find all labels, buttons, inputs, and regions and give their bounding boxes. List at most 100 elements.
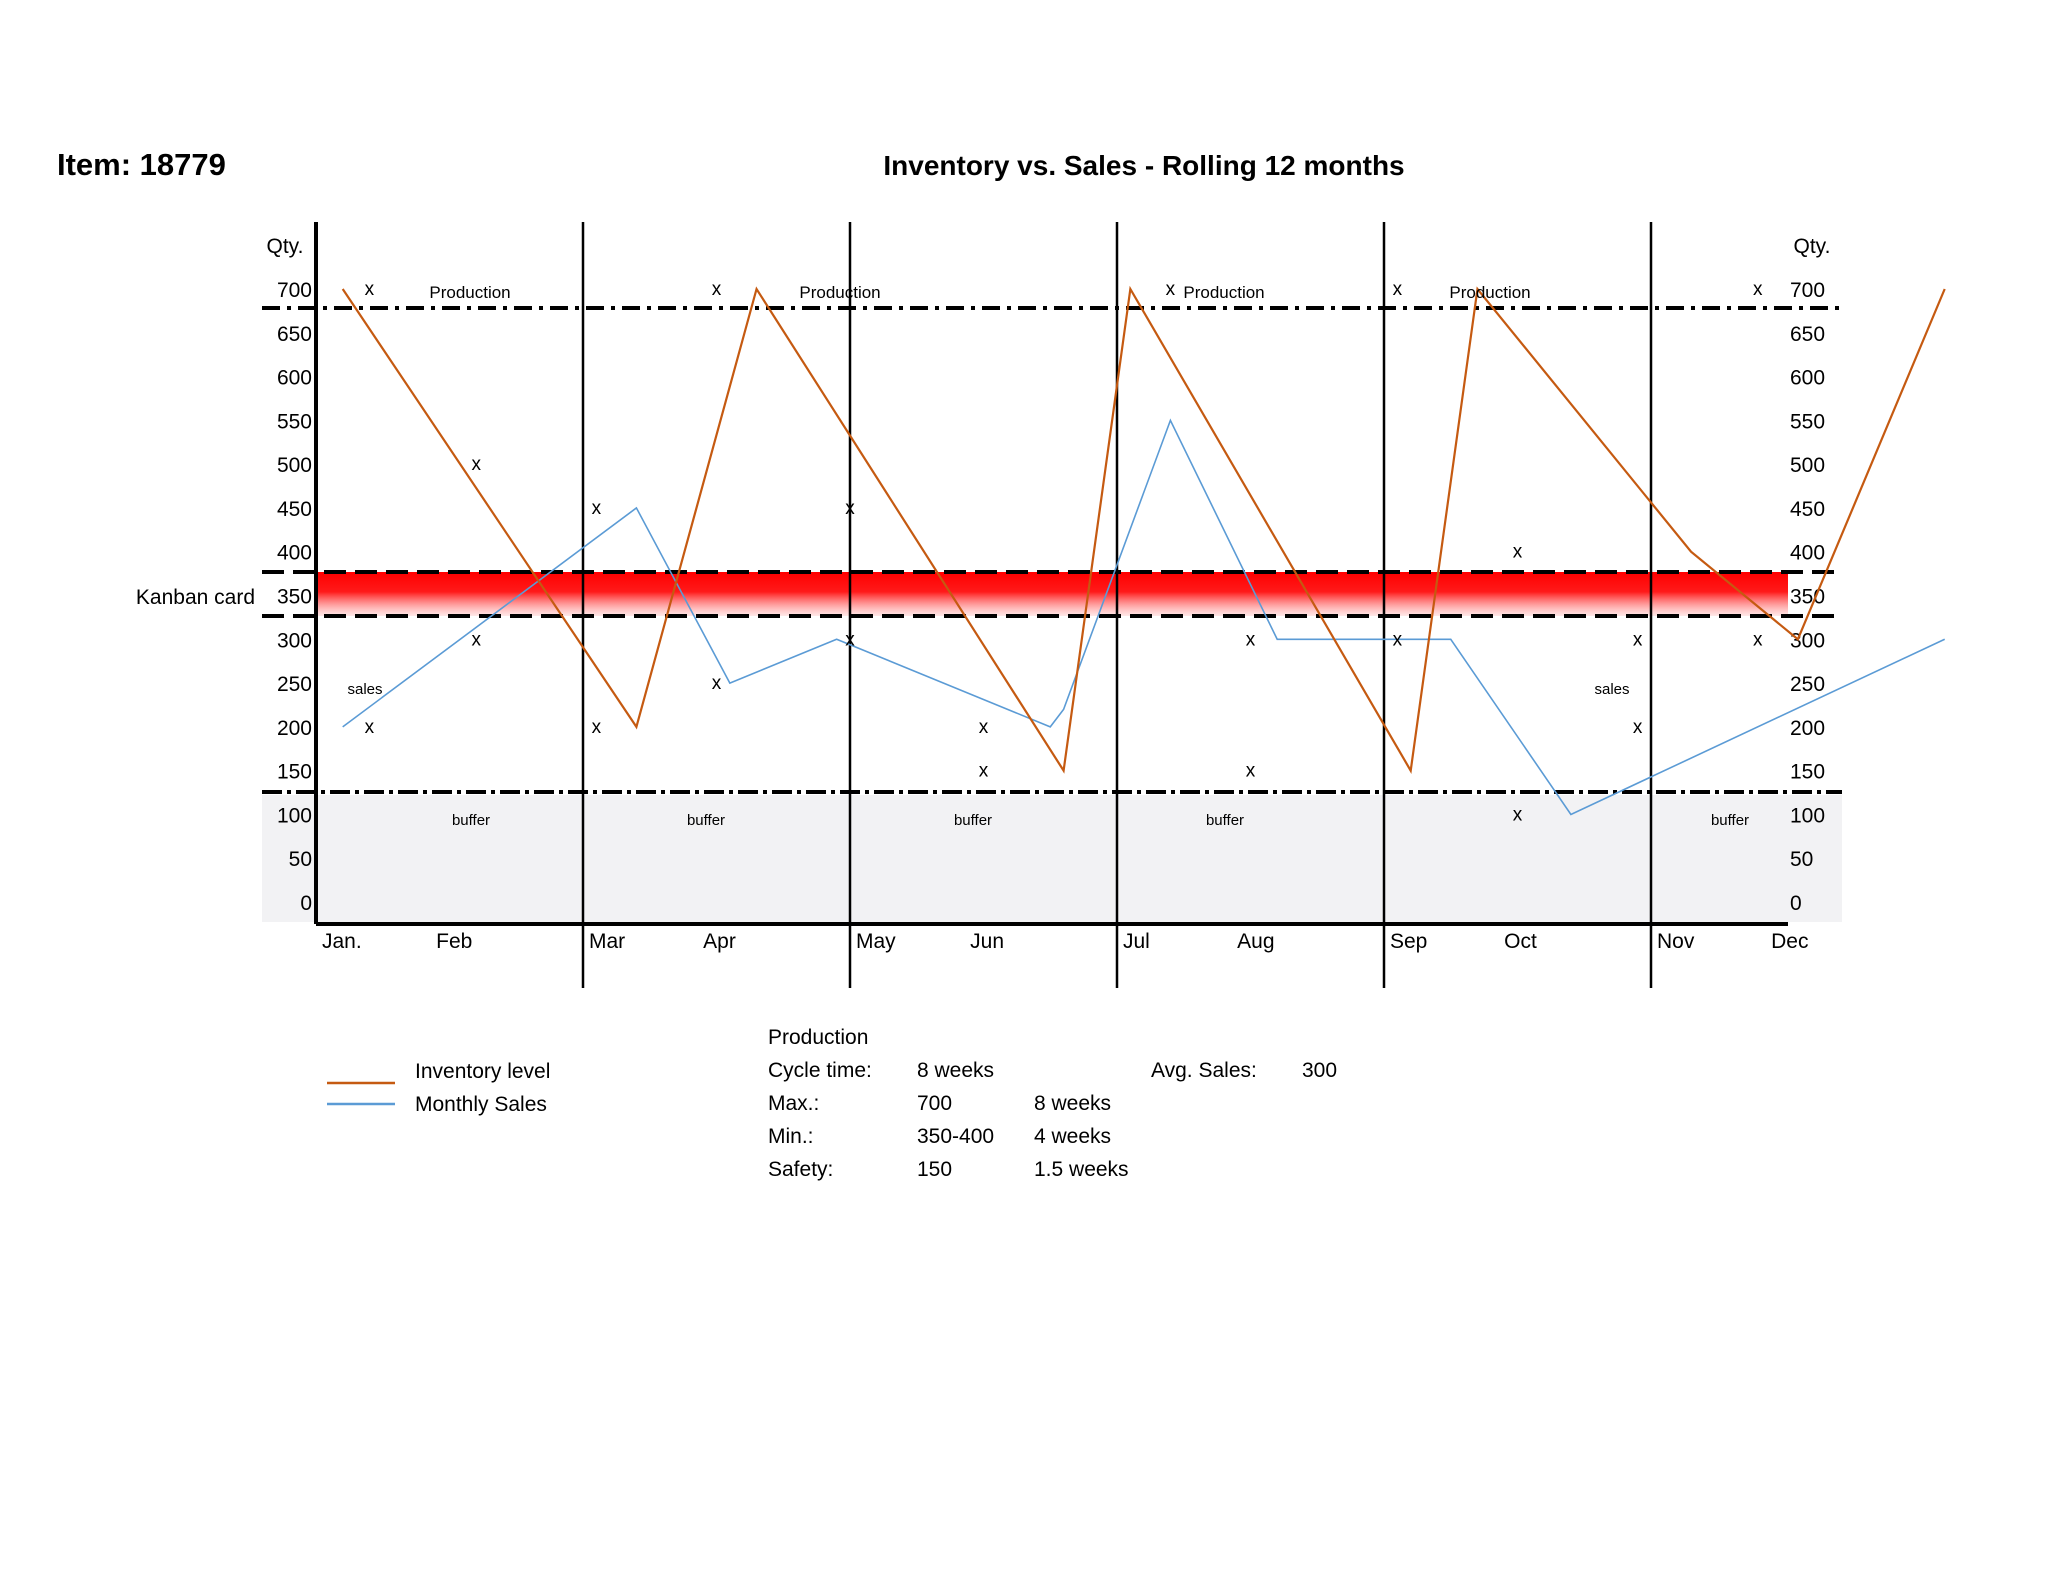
x-marker: x — [845, 629, 855, 650]
y-tick-left: 50 — [289, 848, 312, 871]
info-value-avg-sales: 300 — [1302, 1059, 1337, 1082]
y-axis-label-left: Qty. — [267, 235, 304, 258]
sales-annotation-2: sales — [1594, 681, 1629, 698]
info-value-min: 350-400 — [917, 1125, 994, 1148]
y-tick-right: 200 — [1790, 717, 1825, 740]
monthly-sales-line — [342, 418, 1946, 816]
kanban-card-label: Kanban card — [136, 586, 255, 609]
x-marker: x — [1246, 629, 1256, 650]
y-tick-left: 150 — [277, 761, 312, 784]
x-marker: x — [712, 673, 722, 694]
item-title: Item: 18779 — [57, 147, 226, 182]
y-tick-right: 250 — [1790, 673, 1825, 696]
x-tick: Jan. — [322, 930, 362, 953]
production-annotation-3: Production — [1183, 283, 1264, 302]
info-label-min: Min.: — [768, 1125, 814, 1148]
y-tick-left: 300 — [277, 629, 312, 652]
y-tick-left: 400 — [277, 542, 312, 565]
x-marker: x — [712, 279, 722, 300]
buffer-annotation-4: buffer — [1206, 812, 1244, 829]
x-tick: Jun — [970, 930, 1004, 953]
x-tick: Nov — [1657, 930, 1695, 953]
buffer-zone — [262, 795, 1842, 922]
x-marker: x — [1393, 279, 1403, 300]
kanban-band — [318, 572, 1788, 616]
x-marker: x — [1513, 542, 1523, 563]
y-tick-left: 650 — [277, 323, 312, 346]
production-annotation-4: Production — [1449, 283, 1530, 302]
info-extra-safety: 1.5 weeks — [1034, 1158, 1129, 1181]
x-tick: Aug — [1237, 930, 1274, 953]
x-marker: x — [1513, 804, 1523, 825]
y-tick-left: 550 — [277, 410, 312, 433]
y-tick-right: 500 — [1790, 454, 1825, 477]
x-tick: Sep — [1390, 930, 1427, 953]
info-label-avg-sales: Avg. Sales: — [1151, 1059, 1257, 1082]
y-tick-left: 100 — [277, 804, 312, 827]
info-extra-min: 4 weeks — [1034, 1125, 1111, 1148]
sales-annotation-1: sales — [347, 681, 382, 698]
x-tick: May — [856, 930, 896, 953]
info-heading: Production — [768, 1026, 868, 1049]
legend: Inventory level Monthly Sales — [327, 1060, 550, 1116]
y-tick-right: 100 — [1790, 804, 1825, 827]
y-tick-left: 700 — [277, 279, 312, 302]
info-label-max: Max.: — [768, 1092, 819, 1115]
x-tick: Oct — [1504, 930, 1537, 953]
x-marker: x — [471, 629, 481, 650]
legend-sales-label: Monthly Sales — [415, 1093, 547, 1116]
y-tick-right: 550 — [1790, 410, 1825, 433]
info-extra-max: 8 weeks — [1034, 1092, 1111, 1115]
y-tick-left: 250 — [277, 673, 312, 696]
y-tick-left: 500 — [277, 454, 312, 477]
y-tick-right: 400 — [1790, 542, 1825, 565]
x-marker: x — [1393, 629, 1403, 650]
x-marker: x — [1633, 717, 1643, 738]
x-tick: Jul — [1123, 930, 1150, 953]
inventory-level-line — [341, 285, 1946, 774]
y-tick-right: 350 — [1790, 586, 1825, 609]
x-marker: x — [1633, 629, 1643, 650]
y-tick-left: 350 — [277, 586, 312, 609]
y-tick-left: 600 — [277, 367, 312, 390]
y-tick-right: 150 — [1790, 761, 1825, 784]
y-tick-right: 450 — [1790, 498, 1825, 521]
info-value-max: 700 — [917, 1092, 952, 1115]
buffer-annotations: buffer buffer buffer buffer buffer — [452, 812, 1749, 829]
x-marker: x — [845, 498, 855, 519]
x-marker: x — [1246, 761, 1256, 782]
x-marker: x — [592, 717, 602, 738]
buffer-annotation-5: buffer — [1711, 812, 1749, 829]
y-tick-right: 300 — [1790, 629, 1825, 652]
buffer-annotation-3: buffer — [954, 812, 992, 829]
x-marker: x — [979, 761, 989, 782]
x-marker: x — [592, 498, 602, 519]
sales-annotations: sales sales — [347, 681, 1629, 698]
info-label-cycle-time: Cycle time: — [768, 1059, 872, 1082]
chart-title: Inventory vs. Sales - Rolling 12 months — [883, 150, 1404, 181]
period-dividers — [581, 222, 1653, 988]
x-tick: Apr — [703, 930, 736, 953]
y-tick-right: 0 — [1790, 892, 1802, 915]
x-tick: Mar — [589, 930, 625, 953]
production-annotation-1: Production — [429, 283, 510, 302]
y-tick-right: 650 — [1790, 323, 1825, 346]
info-label-safety: Safety: — [768, 1158, 833, 1181]
x-marker: x — [979, 717, 989, 738]
buffer-annotation-1: buffer — [452, 812, 490, 829]
y-tick-left: 200 — [277, 717, 312, 740]
buffer-annotation-2: buffer — [687, 812, 725, 829]
x-marker: x — [365, 279, 375, 300]
x-marker: x — [1753, 629, 1763, 650]
y-tick-left: 450 — [277, 498, 312, 521]
x-marker: x — [365, 717, 375, 738]
legend-inventory-label: Inventory level — [415, 1060, 550, 1083]
y-axis-label-right: Qty. — [1794, 235, 1831, 258]
y-tick-left: 0 — [300, 892, 312, 915]
production-annotation-2: Production — [799, 283, 880, 302]
info-value-cycle-time: 8 weeks — [917, 1059, 994, 1082]
chart-markers: x x x x x x x x x x x x x x x x x x x x x x x — [365, 279, 1763, 825]
